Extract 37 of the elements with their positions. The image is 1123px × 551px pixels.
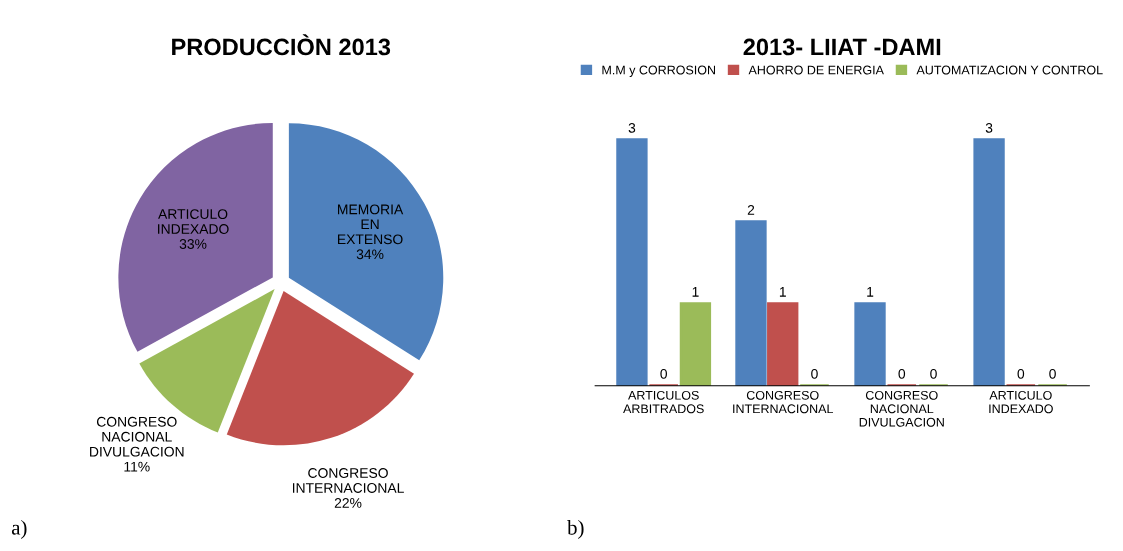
data-label: 34% xyxy=(356,249,384,260)
legend-label: AHORRO DE ENERGIA xyxy=(748,65,884,75)
bar xyxy=(854,302,886,386)
bar xyxy=(735,220,767,386)
data-label: 22% xyxy=(334,498,362,508)
data-label: 11% xyxy=(124,461,150,472)
bar xyxy=(767,302,799,386)
slice-label: CONGRESO NACIONAL DIVULGACION xyxy=(90,416,184,457)
legend-label: AUTOMATIZACION Y CONTROL xyxy=(916,65,1103,75)
data-label: 0 xyxy=(1017,368,1025,379)
data-label: 3 xyxy=(628,122,636,133)
x-tick-label: CONGRESO NACIONAL DIVULGACION xyxy=(859,390,944,427)
data-label: 0 xyxy=(1049,368,1056,379)
text: a) xyxy=(11,520,27,539)
bar xyxy=(679,302,712,386)
data-label: 3 xyxy=(985,122,993,133)
chart-title: PRODUCCIÒN 2013 xyxy=(172,34,391,56)
data-label: 33% xyxy=(179,239,207,249)
data-label: 1 xyxy=(779,287,786,297)
slice-label: CONGRESO INTERNACIONAL xyxy=(292,468,404,493)
slice-label: ARTICULO INDEXADO xyxy=(158,209,229,234)
x-tick-label: ARTICULOS ARBITRADOS xyxy=(623,390,704,414)
bar xyxy=(616,138,648,386)
data-label: 1 xyxy=(867,287,874,297)
legend-label: M.M y CORROSION xyxy=(602,65,715,77)
bar xyxy=(973,138,1005,386)
text: b) xyxy=(567,520,584,539)
data-label: 0 xyxy=(930,368,937,379)
x-tick-label: CONGRESO INTERNACIONAL xyxy=(733,390,834,414)
data-label: 0 xyxy=(811,368,818,379)
data-label: 0 xyxy=(660,368,667,379)
data-label: 0 xyxy=(898,368,906,379)
data-label: 2 xyxy=(747,204,755,215)
slice-label: MEMORIA EN EXTENSO xyxy=(338,204,404,245)
chart-title: 2013- LIIAT -DAMI xyxy=(743,38,941,56)
x-tick-label: ARTICULO INDEXADO xyxy=(989,390,1053,414)
data-label: 1 xyxy=(692,287,699,297)
